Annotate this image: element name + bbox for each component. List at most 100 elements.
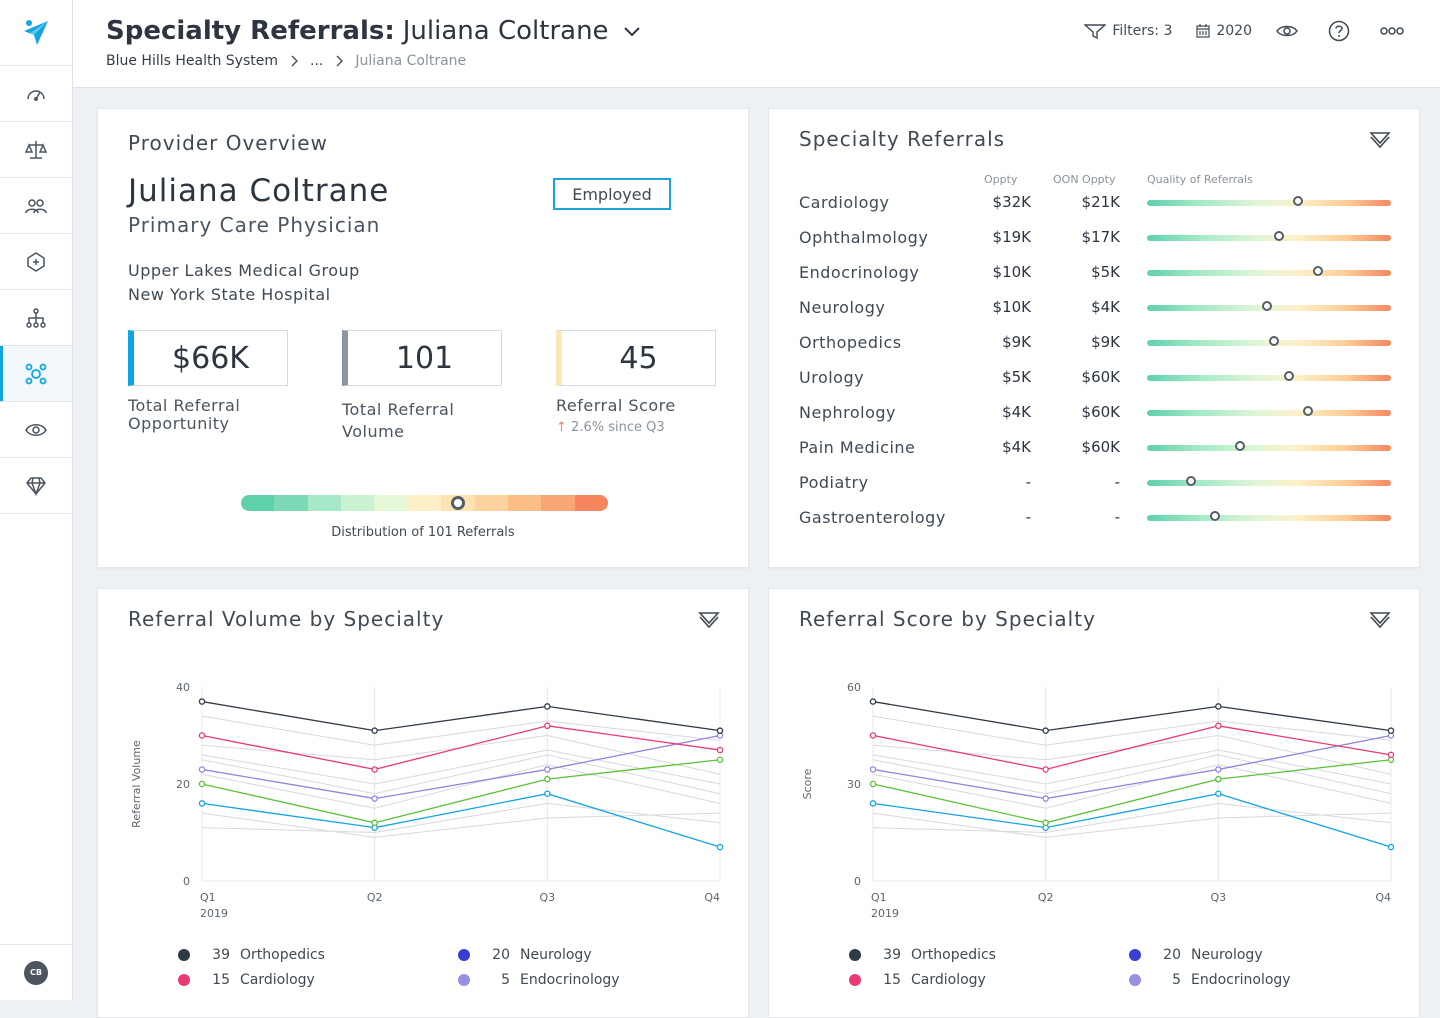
legend-item[interactable]: 39 Orthopedics [849, 947, 996, 963]
provider-overview-card: Provider Overview Juliana Coltrane Prima… [97, 108, 749, 568]
x-tick-label: Q4 [704, 891, 720, 904]
filter-funnel-icon[interactable] [1369, 611, 1391, 629]
legend-item[interactable]: 5 Endocrinology [1129, 972, 1291, 988]
data-point [1215, 722, 1222, 730]
year-selector[interactable]: 2020 [1196, 23, 1252, 39]
provider-organization: Upper Lakes Medical Group [128, 261, 360, 280]
network-icon [25, 363, 47, 384]
specialty-row[interactable]: Endocrinology $10K $5K [799, 261, 1399, 285]
legend-item[interactable]: 15 Cardiology [849, 972, 986, 988]
page-title-section: Specialty Referrals: [106, 16, 395, 46]
legend-item[interactable]: 39 Orthopedics [178, 947, 325, 963]
specialty-name: Urology [799, 368, 865, 387]
specialty-row[interactable]: Cardiology $32K $21K [799, 191, 1399, 215]
data-point [1387, 843, 1395, 851]
specialty-row[interactable]: Podiatry - - [799, 471, 1399, 495]
specialty-row[interactable]: Neurology $10K $4K [799, 296, 1399, 320]
data-point [1215, 766, 1222, 773]
series-line-muted [872, 715, 1392, 746]
avatar[interactable]: CB [24, 960, 48, 985]
specialty-row[interactable]: Gastroenterology - - [799, 506, 1399, 530]
data-point [869, 766, 877, 773]
nav-watch[interactable] [0, 402, 72, 458]
breadcrumb-ellipsis[interactable]: ... [310, 53, 324, 69]
specialty-oon-oppty: $4K [1091, 298, 1120, 316]
series-line-muted [872, 764, 1392, 809]
chevron-down-icon[interactable] [621, 20, 643, 42]
quality-bar [1147, 480, 1391, 486]
watch-button[interactable] [1276, 23, 1304, 39]
y-axis-label: Referral Volume [130, 740, 143, 828]
nav-balance[interactable] [0, 122, 72, 178]
legend-swatch [1129, 949, 1141, 961]
series-line [201, 759, 721, 824]
hierarchy-icon [26, 307, 46, 328]
y-tick-label: 0 [183, 875, 190, 888]
legend-label: Orthopedics [911, 947, 996, 963]
card-title: Provider Overview [128, 131, 328, 155]
quality-marker [1268, 336, 1279, 346]
quality-bar [1147, 200, 1391, 206]
legend-item[interactable]: 15 Cardiology [178, 972, 315, 988]
series-line-muted [872, 754, 1392, 795]
specialty-oon-oppty: $60K [1081, 403, 1120, 421]
data-point [1387, 727, 1395, 734]
legend-item[interactable]: 20 Neurology [1129, 947, 1263, 963]
series-line [872, 793, 1392, 848]
legend-item[interactable]: 20 Neurology [458, 947, 592, 963]
status-badge: Employed [553, 178, 671, 210]
specialty-row[interactable]: Ophthalmology $19K $17K [799, 226, 1399, 250]
referral-distribution-marker [450, 496, 465, 510]
help-button[interactable] [1328, 20, 1356, 42]
legend-swatch [458, 974, 470, 986]
chevron-right-icon [336, 55, 344, 67]
nav-referral-network[interactable] [0, 234, 72, 290]
series-line [201, 793, 721, 848]
filter-funnel-icon[interactable] [698, 611, 720, 629]
quality-marker [1283, 371, 1294, 381]
breadcrumb-root[interactable]: Blue Hills Health System [106, 53, 278, 69]
kpi-total-volume: 101 [342, 330, 502, 386]
data-point [716, 843, 724, 851]
quality-bar [1147, 235, 1391, 241]
data-point [371, 819, 378, 827]
specialty-oon-oppty: - [1114, 473, 1120, 491]
nav-specialty-referrals[interactable] [0, 346, 72, 402]
gauge-icon [27, 89, 45, 101]
specialty-row[interactable]: Orthopedics $9K $9K [799, 331, 1399, 355]
filters-button[interactable]: Filters: 3 [1084, 23, 1172, 39]
legend-swatch [178, 949, 190, 961]
legend-item[interactable]: 5 Endocrinology [458, 972, 620, 988]
header-tools: Filters: 3 2020 [1060, 20, 1410, 42]
specialty-row[interactable]: Pain Medicine $4K $60K [799, 436, 1399, 460]
x-tick-label: Q1 [200, 891, 216, 904]
nav-dashboard[interactable] [0, 66, 72, 122]
quality-marker [1185, 476, 1196, 486]
x-tick-sublabel: 2019 [871, 907, 899, 920]
specialty-referrals-card: Specialty Referrals Oppty OON Oppty Qual… [768, 108, 1420, 568]
help-icon [1328, 20, 1350, 42]
nav-hierarchy[interactable] [0, 290, 72, 346]
legend-label: Orthopedics [240, 947, 325, 963]
legend-label: Cardiology [911, 972, 986, 988]
specialty-name: Endocrinology [799, 263, 920, 282]
user-menu[interactable]: CB [0, 944, 72, 1000]
specialty-row[interactable]: Urology $5K $60K [799, 366, 1399, 390]
legend-count: 39 [883, 947, 901, 963]
nav-premium[interactable] [0, 458, 72, 514]
specialty-oon-oppty: - [1114, 508, 1120, 526]
more-options-button[interactable] [1380, 26, 1410, 36]
data-point [1387, 751, 1395, 759]
provider-name: Juliana Coltrane [128, 173, 390, 209]
x-tick-label: Q3 [1210, 891, 1226, 904]
filter-funnel-icon[interactable] [1369, 131, 1391, 149]
legend-label: Neurology [520, 947, 592, 963]
page-title-provider[interactable]: Juliana Coltrane [402, 16, 609, 46]
y-axis-label: Score [801, 768, 814, 799]
specialty-name: Pain Medicine [799, 438, 916, 457]
specialty-row[interactable]: Nephrology $4K $60K [799, 401, 1399, 425]
legend-label: Endocrinology [520, 972, 620, 988]
series-line [872, 734, 1392, 800]
nav-people[interactable] [0, 178, 72, 234]
app-logo[interactable] [0, 0, 72, 66]
